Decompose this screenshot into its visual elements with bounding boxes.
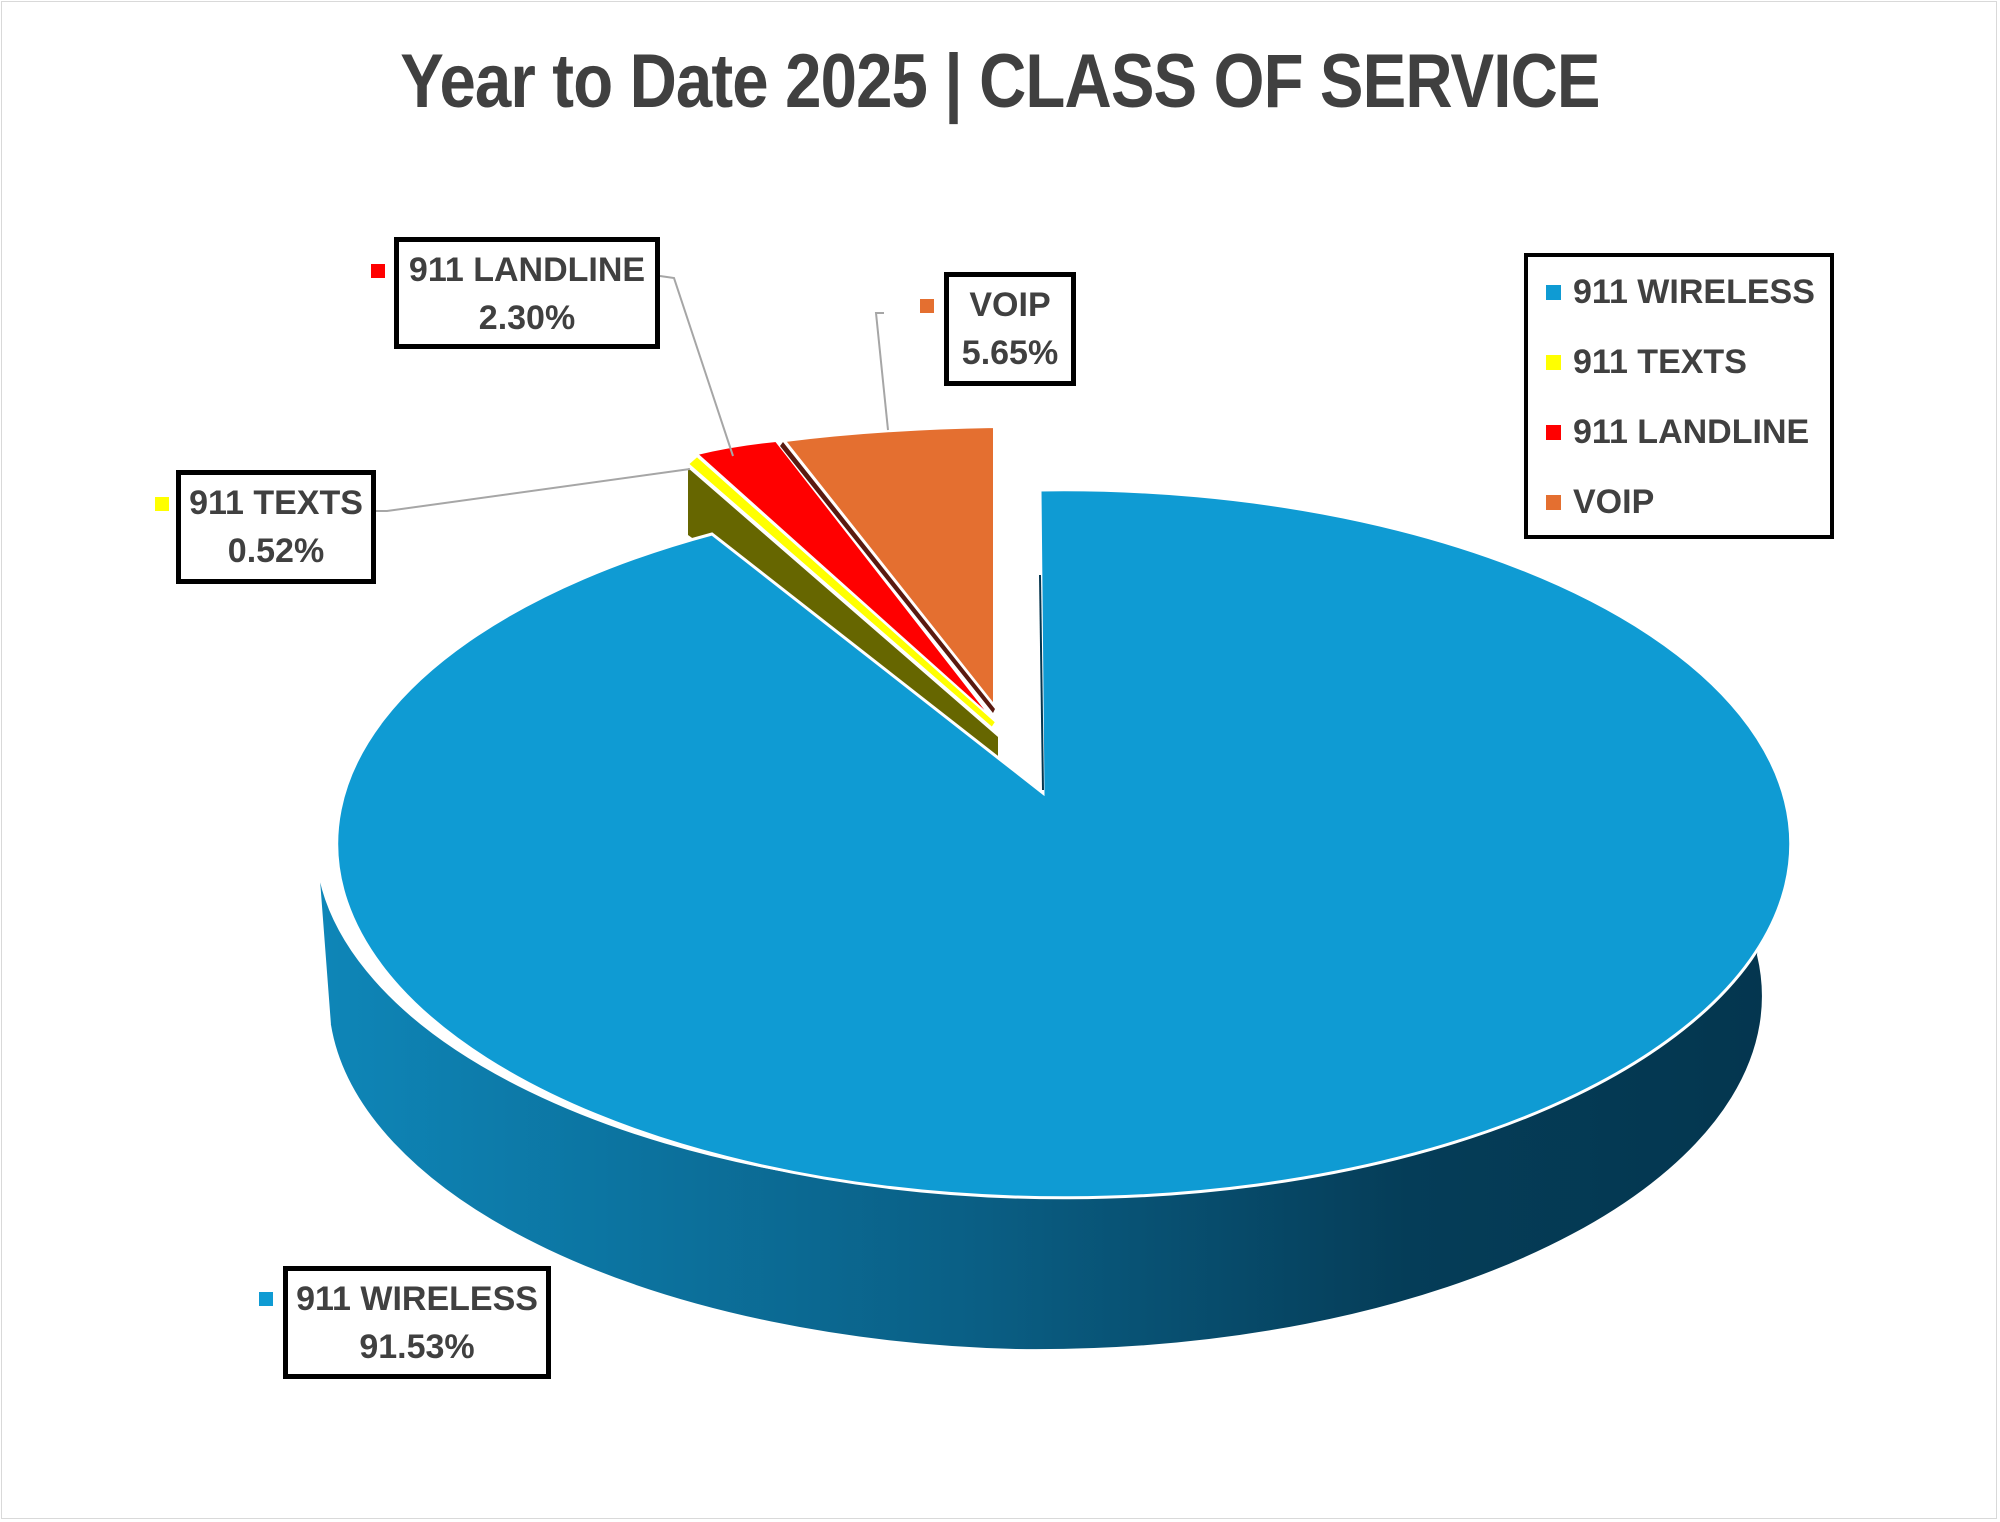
landline-edge: [780, 442, 995, 713]
texts-label-swatch: [155, 497, 169, 511]
voip-label-swatch: [920, 299, 934, 313]
data-label-voip-value: 5.65%: [961, 334, 1059, 372]
legend-item-texts[interactable]: 911 TEXTS: [1546, 337, 1747, 387]
leader-line-voip: [874, 312, 889, 431]
chart-title: Year to Date 2025 | CLASS OF SERVICE: [400, 39, 1600, 124]
slice-voip[interactable]: [783, 425, 995, 708]
slice-texts[interactable]: [686, 454, 998, 730]
slice-landline[interactable]: [694, 439, 993, 719]
landline-label-swatch: [371, 264, 385, 278]
legend-swatch-texts: [1546, 354, 1561, 370]
chart-legend: 911 WIRELESS 911 TEXTS 911 LANDLINE VOIP: [1524, 253, 1834, 539]
slice-wireless-side[interactable]: [315, 839, 1771, 1352]
leader-line-landline: [659, 275, 734, 457]
legend-item-voip[interactable]: VOIP: [1546, 477, 1654, 527]
wireless-label-swatch: [259, 1292, 273, 1306]
data-label-wireless: 911 WIRELESS 91.53%: [283, 1266, 551, 1379]
data-label-texts-name: 911 TEXTS: [189, 484, 363, 522]
legend-swatch-wireless: [1546, 284, 1561, 300]
data-label-landline-value: 2.30%: [478, 299, 576, 337]
wireless-edge: [1039, 574, 1044, 791]
legend-label: 911 WIRELESS: [1573, 272, 1815, 311]
slice-texts-side: [688, 468, 998, 757]
legend-swatch-landline: [1546, 424, 1561, 440]
slice-wireless[interactable]: [335, 488, 1793, 1200]
legend-item-wireless[interactable]: 911 WIRELESS: [1546, 267, 1815, 317]
legend-label: 911 LANDLINE: [1573, 412, 1810, 451]
data-label-wireless-value: 91.53%: [359, 1328, 475, 1366]
legend-swatch-voip: [1546, 494, 1561, 510]
data-label-texts: 911 TEXTS 0.52%: [176, 470, 376, 584]
data-label-landline-name: 911 LANDLINE: [408, 251, 646, 289]
legend-item-landline[interactable]: 911 LANDLINE: [1546, 407, 1809, 457]
data-label-wireless-name: 911 WIRELESS: [296, 1280, 538, 1318]
legend-label: VOIP: [1573, 482, 1655, 521]
data-label-voip-name: VOIP: [969, 286, 1051, 324]
legend-label: 911 TEXTS: [1573, 342, 1747, 381]
data-label-landline: 911 LANDLINE 2.30%: [394, 237, 660, 349]
data-label-voip: VOIP 5.65%: [944, 272, 1076, 386]
data-label-texts-value: 0.52%: [227, 532, 325, 570]
leader-line-texts: [374, 468, 691, 512]
